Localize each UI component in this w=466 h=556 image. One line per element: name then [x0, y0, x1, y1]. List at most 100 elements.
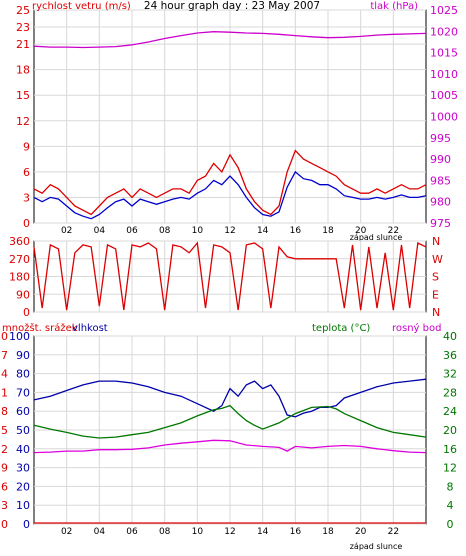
pressure-tick-label: 985 [430, 174, 451, 187]
humidity-tick-label: 30 [16, 462, 30, 475]
direction-degree-label: 270 [9, 253, 30, 266]
humidity-tick-label: 50 [16, 424, 30, 437]
x-tick-label: 04 [94, 527, 106, 537]
x-tick-label: 16 [290, 527, 302, 537]
series-line [33, 31, 427, 49]
x-tick-label: 22 [388, 226, 399, 236]
wind-speed-tick-label: 21 [16, 38, 30, 51]
temperature-tick-label: 12 [443, 462, 457, 475]
precip-tick-label: 24 [0, 368, 8, 381]
direction-compass-label: S [432, 271, 439, 284]
x-tick-label: 20 [355, 527, 367, 537]
temperature-axis-label: teplota (°C) [312, 323, 370, 334]
humidity-tick-label: 100 [9, 330, 30, 343]
x-tick-label: 08 [159, 226, 171, 236]
humidity-tick-label: 70 [16, 386, 30, 399]
humidity-tick-label: 10 [16, 499, 30, 512]
direction-degree-label: 180 [9, 271, 30, 284]
series-line [33, 170, 427, 220]
temperature-tick-label: 32 [443, 368, 457, 381]
wind-speed-tick-label: 6 [23, 166, 30, 179]
series-line [33, 149, 427, 216]
precip-tick-label: 12 [0, 443, 8, 456]
x-tick-label: 14 [257, 527, 269, 537]
x-tick-label: 22 [388, 527, 399, 537]
humidity-precip-axis-ticks: 0031062093012401550186021702480279030100 [0, 330, 30, 531]
wind-speed-tick-label: 23 [16, 21, 30, 34]
humidity-tick-label: 0 [23, 518, 30, 531]
pressure-tick-label: 995 [430, 132, 451, 145]
wind-speed-tick-label: 15 [16, 89, 30, 102]
sunset-annotation-bottom: západ slunce [350, 542, 403, 551]
precip-tick-label: 9 [1, 462, 8, 475]
precip-tick-label: 18 [0, 405, 8, 418]
wind-pressure-grid [34, 9, 426, 224]
x-tick-label: 18 [322, 226, 334, 236]
series-line [33, 378, 427, 418]
pressure-tick-label: 1025 [430, 4, 458, 17]
wind-speed-tick-label: 25 [16, 4, 30, 17]
series-line [33, 439, 427, 454]
temperature-tick-label: 0 [447, 518, 454, 531]
x-tick-label: 10 [192, 226, 204, 236]
x-tick-label: 10 [192, 527, 204, 537]
wind-speed-tick-label: 18 [16, 64, 30, 77]
direction-compass-label: N [432, 306, 440, 319]
temperature-tick-label: 4 [447, 499, 454, 512]
temperature-tick-label: 16 [443, 443, 457, 456]
humidity-temperature-series [33, 378, 427, 524]
precip-tick-label: 30 [0, 330, 8, 343]
humidity-tick-label: 90 [16, 349, 30, 362]
wind-direction-degree-ticks: 0 90 180 270 360 [9, 235, 30, 319]
pressure-tick-label: 1015 [430, 47, 458, 60]
temperature-tick-label: 36 [443, 349, 457, 362]
direction-compass-label: N [432, 235, 440, 248]
precip-tick-label: 15 [0, 424, 8, 437]
pressure-tick-label: 1000 [430, 111, 458, 124]
wind-speed-tick-label: 12 [16, 115, 30, 128]
temperature-tick-label: 20 [443, 424, 457, 437]
pressure-tick-label: 1020 [430, 25, 458, 38]
wind-speed-axis-label: rychlost vetru (m/s) [32, 1, 131, 12]
wind-direction-series [33, 241, 427, 311]
direction-compass-label: W [432, 253, 443, 266]
temperature-tick-label: 28 [443, 386, 457, 399]
wind-pressure-series [33, 31, 427, 220]
sunset-annotation-top: západ slunce [350, 233, 403, 242]
precip-tick-label: 27 [0, 349, 8, 362]
pressure-tick-label: 1005 [430, 89, 458, 102]
precip-tick-label: 21 [0, 386, 8, 399]
wind-speed-tick-label: 3 [23, 191, 30, 204]
wind-speed-tick-label: 0 [23, 217, 30, 230]
x-tick-label: 16 [290, 226, 302, 236]
pressure-tick-label: 1010 [430, 68, 458, 81]
series-line [33, 404, 427, 439]
temperature-axis-ticks: 0 4 8 12 16 20 24 28 32 36 40 [443, 330, 457, 531]
x-tick-label: 04 [94, 226, 106, 236]
humidity-tick-label: 20 [16, 480, 30, 493]
x-tick-label: 12 [224, 527, 235, 537]
dewpoint-axis-label: rosný bod [392, 322, 441, 334]
pressure-axis-label: tlak (hPa) [370, 1, 418, 12]
pressure-tick-label: 990 [430, 153, 451, 166]
humidity-temperature-x-ticks: 02 04 06 08 10 12 14 16 18 20 22 [61, 527, 399, 537]
direction-degree-label: 0 [23, 306, 30, 319]
temperature-tick-label: 8 [447, 480, 454, 493]
wind-speed-axis-ticks: 0 3 6 9 12 15 18 21 23 25 [16, 4, 30, 230]
precip-tick-label: 3 [1, 499, 8, 512]
direction-degree-label: 90 [16, 288, 30, 301]
humidity-axis-label: vlhkost [72, 323, 108, 334]
precip-tick-label: 0 [1, 518, 8, 531]
pressure-tick-label: 975 [430, 217, 451, 230]
direction-compass-label: E [432, 288, 439, 301]
humidity-tick-label: 80 [16, 368, 30, 381]
pressure-axis-ticks: 975 980 985 990 995 1000 1005 1010 1015 1020 1025 [430, 4, 458, 230]
humidity-tick-label: 60 [16, 405, 30, 418]
x-tick-label: 02 [61, 226, 72, 236]
humidity-temperature-grid [34, 335, 426, 525]
x-tick-label: 06 [126, 226, 138, 236]
x-tick-label: 02 [61, 527, 72, 537]
